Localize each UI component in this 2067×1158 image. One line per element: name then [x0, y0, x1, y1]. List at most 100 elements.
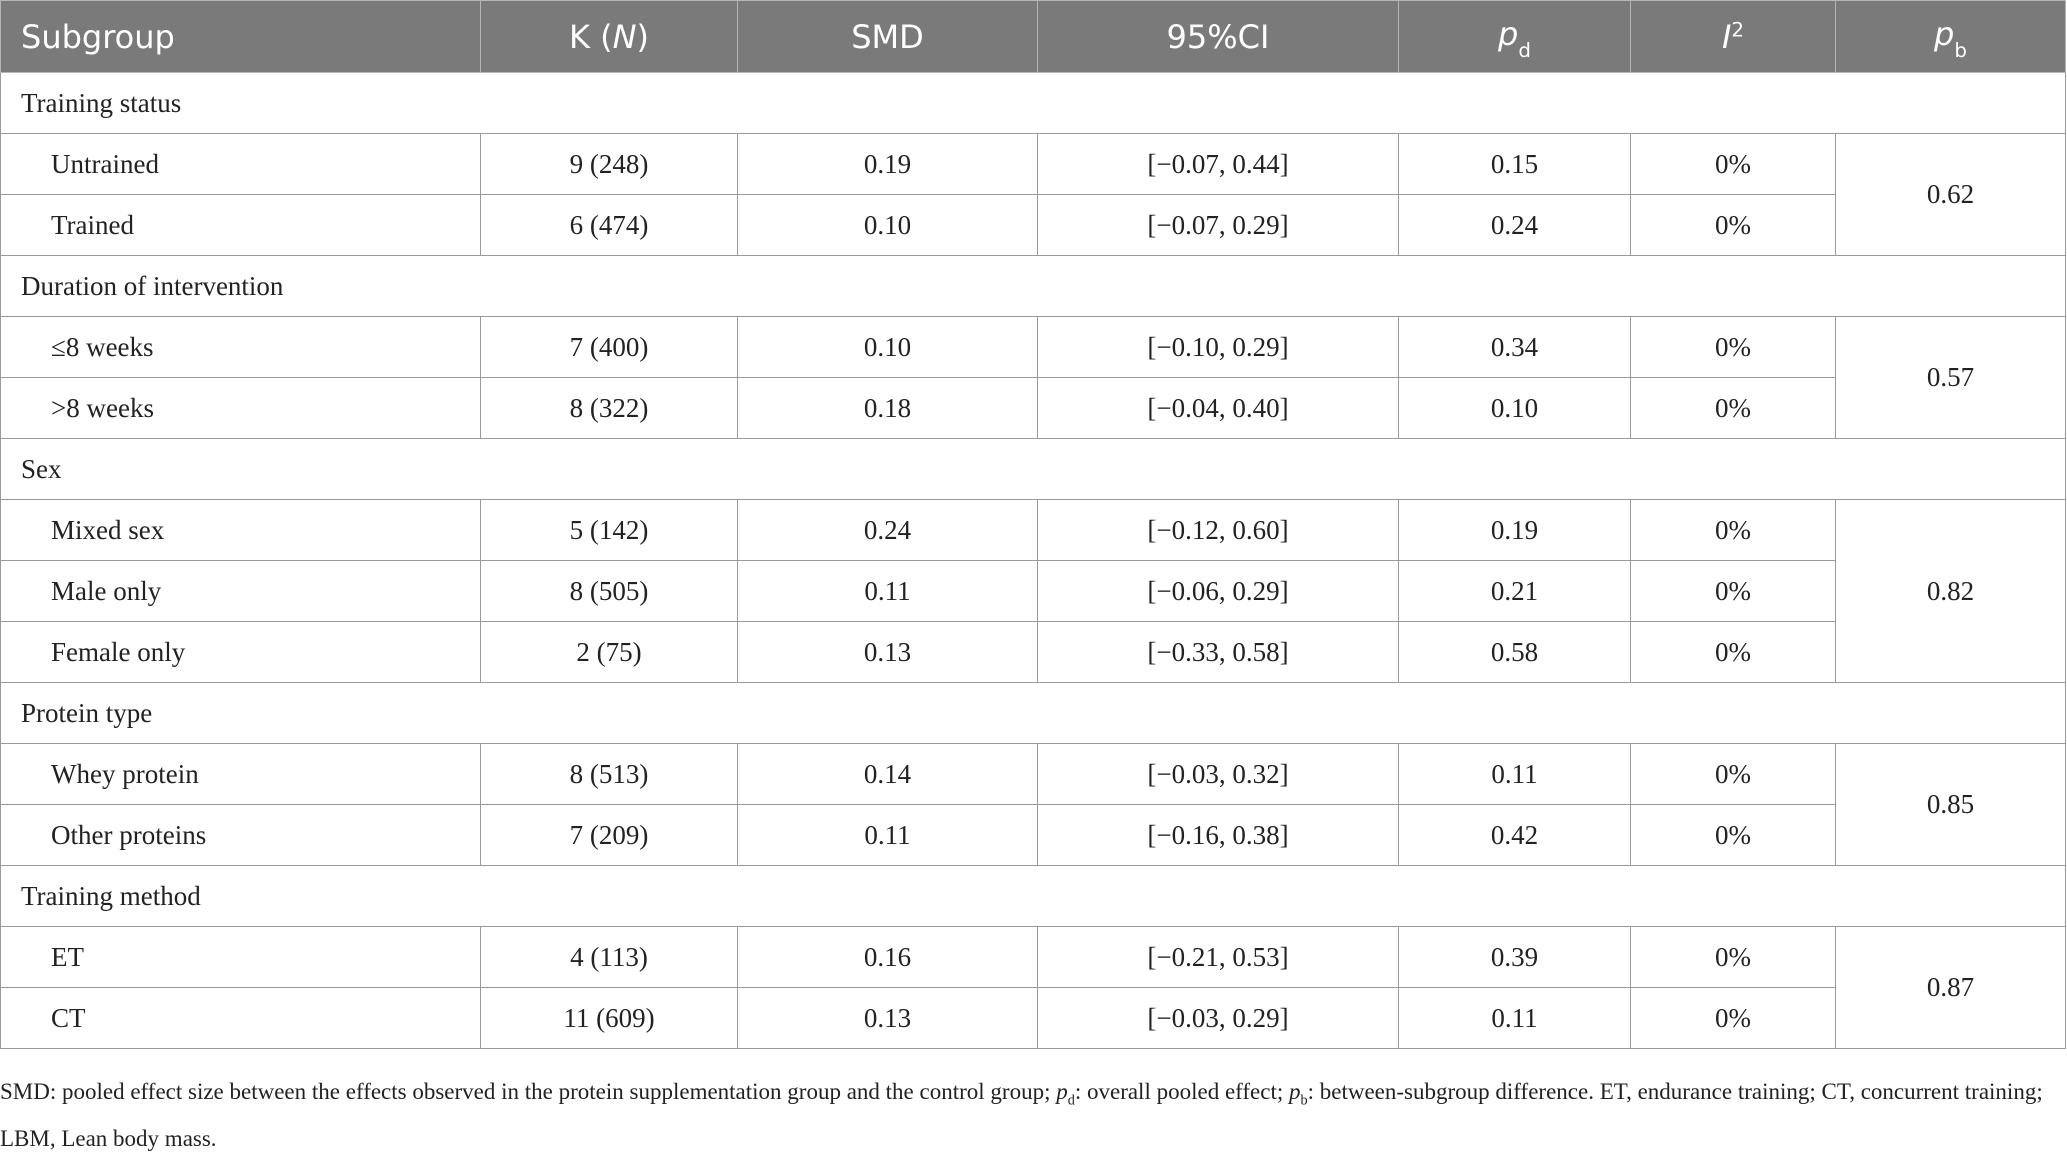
table-row: Whey protein 8 (513) 0.14 [−0.03, 0.32] 0.11…	[0, 743, 2066, 866]
row-label: ET	[0, 926, 481, 988]
cell-pb: 0.85	[1835, 743, 2066, 866]
row-label: Trained	[0, 194, 481, 256]
cell-smd: 0.10	[737, 316, 1038, 378]
cell-k: 7 (209)	[480, 804, 738, 866]
cell-smd: 0.19	[737, 133, 1038, 195]
cell-smd: 0.16	[737, 926, 1038, 988]
cell-ci: [−0.16, 0.38]	[1037, 804, 1399, 866]
group-label: Protein type	[0, 682, 2066, 744]
header-row: Subgroup K (N) SMD 95%CI pd I2 pb	[0, 0, 2066, 73]
table-row: CT 11 (609) 0.13 [−0.03, 0.29] 0.11 0%	[0, 987, 2066, 1049]
cell-pd: 0.39	[1398, 926, 1631, 988]
table-row: ≤8 weeks 7 (400) 0.10 [−0.10, 0.29] 0.34 0% 0.…	[0, 316, 2066, 439]
table-footnote: SMD: pooled effect size between the effe…	[0, 1079, 2043, 1151]
cell-pb: 0.62	[1835, 133, 2066, 256]
header-i2: I2	[1630, 0, 1836, 73]
group-row: Protein type	[0, 682, 2066, 744]
group-row: Duration of intervention	[0, 255, 2066, 317]
cell-k: 9 (248)	[480, 133, 738, 195]
cell-i2: 0%	[1630, 377, 1836, 439]
cell-i2: 0%	[1630, 987, 1836, 1049]
cell-i2: 0%	[1630, 621, 1836, 683]
header-k: K (N)	[480, 0, 738, 73]
header-pb: pb	[1835, 0, 2066, 73]
table-row: Mixed sex 5 (142) 0.24 [−0.12, 0.60] 0.19 0% 0…	[0, 499, 2066, 683]
cell-pd: 0.10	[1398, 377, 1631, 439]
table-body: Training status Untrained 9 (248) 0.19 [−0.0…	[0, 72, 2066, 1049]
table-row: ET 4 (113) 0.16 [−0.21, 0.53] 0.39 0% 0.87	[0, 926, 2066, 1049]
cell-k: 4 (113)	[480, 926, 738, 988]
cell-pd: 0.19	[1398, 499, 1631, 561]
cell-pb: 0.82	[1835, 499, 2066, 683]
cell-k: 2 (75)	[480, 621, 738, 683]
cell-ci: [−0.07, 0.29]	[1037, 194, 1399, 256]
cell-k: 8 (513)	[480, 743, 738, 805]
cell-i2: 0%	[1630, 560, 1836, 622]
table-row: Other proteins 7 (209) 0.11 [−0.16, 0.38] 0.…	[0, 804, 2066, 866]
header-pd: pd	[1398, 0, 1631, 73]
cell-pd: 0.58	[1398, 621, 1631, 683]
cell-pd: 0.34	[1398, 316, 1631, 378]
cell-pd: 0.42	[1398, 804, 1631, 866]
row-label: Untrained	[0, 133, 481, 195]
row-label: Mixed sex	[0, 499, 481, 561]
cell-pd: 0.15	[1398, 133, 1631, 195]
cell-ci: [−0.10, 0.29]	[1037, 316, 1399, 378]
cell-i2: 0%	[1630, 499, 1836, 561]
group-label: Duration of intervention	[0, 255, 2066, 317]
cell-smd: 0.11	[737, 804, 1038, 866]
group-label: Sex	[0, 438, 2066, 500]
cell-pd: 0.24	[1398, 194, 1631, 256]
cell-smd: 0.10	[737, 194, 1038, 256]
cell-ci: [−0.07, 0.44]	[1037, 133, 1399, 195]
cell-smd: 0.14	[737, 743, 1038, 805]
cell-i2: 0%	[1630, 804, 1836, 866]
cell-k: 6 (474)	[480, 194, 738, 256]
row-label: Other proteins	[0, 804, 481, 866]
cell-pb: 0.87	[1835, 926, 2066, 1049]
cell-k: 5 (142)	[480, 499, 738, 561]
group-row: Sex	[0, 438, 2066, 500]
cell-pd: 0.11	[1398, 987, 1631, 1049]
cell-ci: [−0.04, 0.40]	[1037, 377, 1399, 439]
cell-k: 11 (609)	[480, 987, 738, 1049]
cell-smd: 0.18	[737, 377, 1038, 439]
cell-smd: 0.24	[737, 499, 1038, 561]
cell-k: 8 (322)	[480, 377, 738, 439]
header-smd: SMD	[737, 0, 1038, 73]
row-label: Female only	[0, 621, 481, 683]
row-label: Male only	[0, 560, 481, 622]
cell-ci: [−0.12, 0.60]	[1037, 499, 1399, 561]
cell-ci: [−0.06, 0.29]	[1037, 560, 1399, 622]
table-row: Female only 2 (75) 0.13 [−0.33, 0.58] 0.58 0%	[0, 621, 2066, 683]
group-row: Training method	[0, 865, 2066, 927]
group-label: Training status	[0, 72, 2066, 134]
cell-pd: 0.11	[1398, 743, 1631, 805]
cell-ci: [−0.21, 0.53]	[1037, 926, 1399, 988]
cell-smd: 0.11	[737, 560, 1038, 622]
group-row: Training status	[0, 72, 2066, 134]
row-label: CT	[0, 987, 481, 1049]
header-ci: 95%CI	[1037, 0, 1399, 73]
cell-i2: 0%	[1630, 194, 1836, 256]
table-row: Trained 6 (474) 0.10 [−0.07, 0.29] 0.24 0%	[0, 194, 2066, 256]
cell-ci: [−0.03, 0.32]	[1037, 743, 1399, 805]
cell-i2: 0%	[1630, 926, 1836, 988]
row-label: ≤8 weeks	[0, 316, 481, 378]
subgroup-table: Subgroup K (N) SMD 95%CI pd I2 pb Traini…	[0, 0, 2066, 1049]
cell-smd: 0.13	[737, 621, 1038, 683]
cell-ci: [−0.33, 0.58]	[1037, 621, 1399, 683]
cell-pd: 0.21	[1398, 560, 1631, 622]
table-row: Male only 8 (505) 0.11 [−0.06, 0.29] 0.21 0%	[0, 560, 2066, 622]
cell-i2: 0%	[1630, 133, 1836, 195]
header-subgroup: Subgroup	[0, 0, 481, 73]
cell-i2: 0%	[1630, 743, 1836, 805]
row-label: Whey protein	[0, 743, 481, 805]
table-row: >8 weeks 8 (322) 0.18 [−0.04, 0.40] 0.10 0%	[0, 377, 2066, 439]
cell-k: 8 (505)	[480, 560, 738, 622]
cell-ci: [−0.03, 0.29]	[1037, 987, 1399, 1049]
cell-pb: 0.57	[1835, 316, 2066, 439]
row-label: >8 weeks	[0, 377, 481, 439]
cell-k: 7 (400)	[480, 316, 738, 378]
